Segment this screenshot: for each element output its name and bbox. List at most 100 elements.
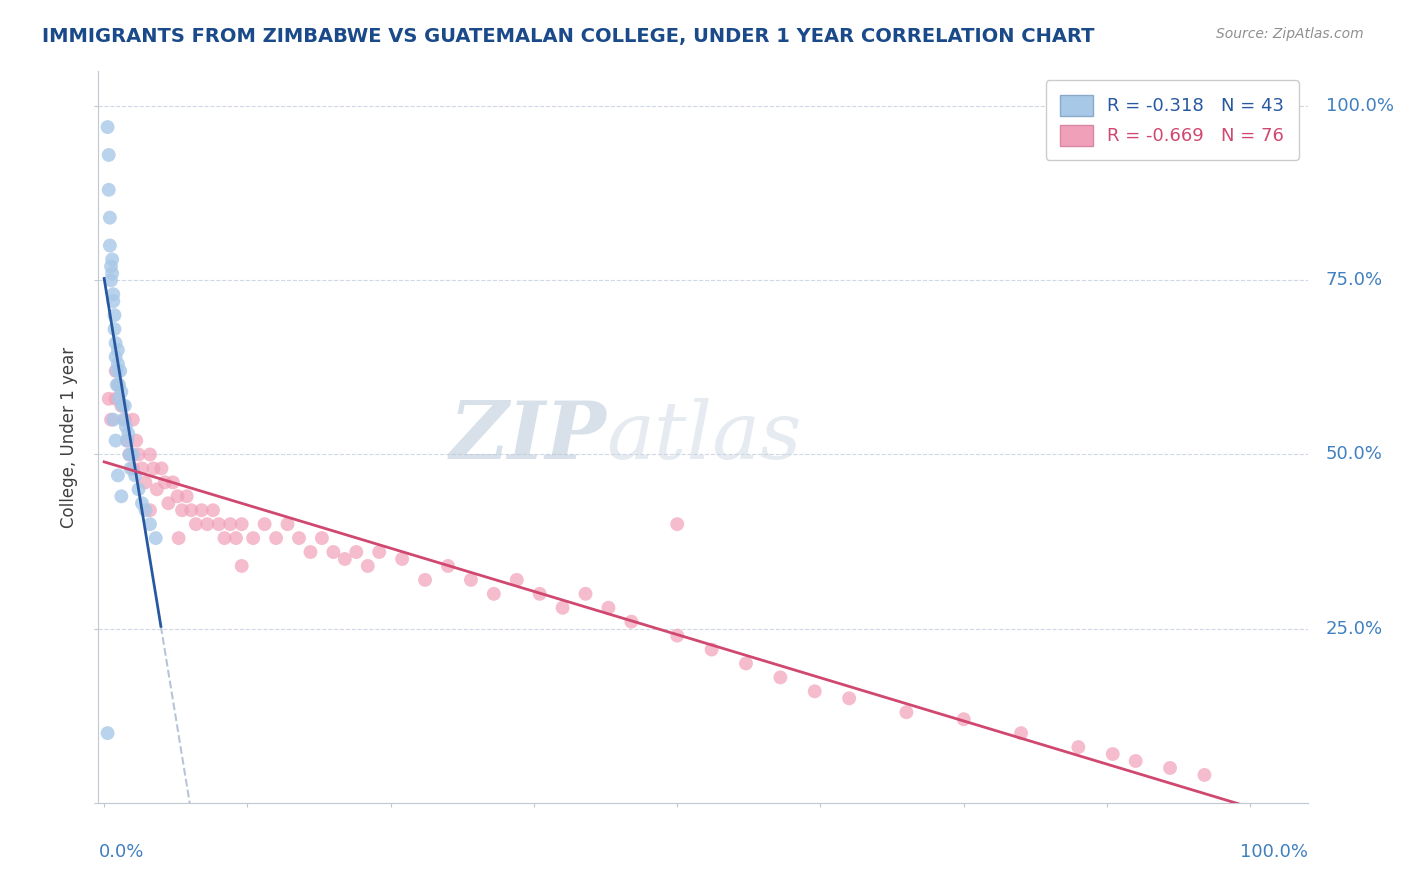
Point	[167, 531, 190, 545]
Point	[333, 552, 356, 566]
Point	[153, 475, 176, 490]
Point	[952, 712, 974, 726]
Point	[231, 558, 253, 573]
Point	[112, 412, 135, 426]
Point	[134, 475, 156, 490]
Point	[103, 287, 125, 301]
Point	[98, 211, 121, 225]
Point	[115, 419, 138, 434]
Point	[105, 364, 128, 378]
Point	[101, 266, 124, 280]
Point	[214, 531, 236, 545]
Point	[700, 642, 723, 657]
Point	[264, 531, 287, 545]
Point	[118, 448, 141, 462]
Point	[104, 350, 127, 364]
Point	[322, 545, 344, 559]
Point	[1159, 761, 1181, 775]
Text: 50.0%: 50.0%	[1326, 445, 1382, 464]
Point	[131, 496, 153, 510]
Point	[100, 273, 122, 287]
Point	[506, 573, 529, 587]
Point	[190, 503, 212, 517]
Text: 25.0%: 25.0%	[1326, 620, 1384, 638]
Point	[104, 364, 127, 378]
Point	[103, 308, 125, 322]
Point	[142, 461, 165, 475]
Point	[157, 496, 180, 510]
Point	[125, 434, 148, 448]
Point	[107, 343, 129, 357]
Point	[117, 426, 139, 441]
Text: 100.0%: 100.0%	[1240, 843, 1308, 861]
Point	[110, 384, 132, 399]
Point	[838, 691, 860, 706]
Point	[145, 531, 167, 545]
Point	[598, 600, 620, 615]
Point	[1125, 754, 1147, 768]
Point	[551, 600, 574, 615]
Point	[620, 615, 643, 629]
Point	[219, 517, 242, 532]
Point	[139, 448, 162, 462]
Point	[391, 552, 413, 566]
Point	[97, 120, 120, 134]
Point	[114, 412, 136, 426]
Point	[277, 517, 299, 532]
Point	[184, 517, 207, 532]
Point	[104, 434, 127, 448]
Point	[100, 260, 122, 274]
Text: 75.0%: 75.0%	[1326, 271, 1384, 289]
Point	[896, 705, 918, 719]
Point	[139, 503, 162, 517]
Point	[107, 468, 129, 483]
Y-axis label: College, Under 1 year: College, Under 1 year	[60, 346, 79, 528]
Text: 100.0%: 100.0%	[1326, 97, 1393, 115]
Point	[1194, 768, 1216, 782]
Point	[100, 412, 122, 426]
Point	[288, 531, 311, 545]
Point	[195, 517, 218, 532]
Point	[437, 558, 460, 573]
Text: 0.0%: 0.0%	[98, 843, 143, 861]
Point	[311, 531, 333, 545]
Point	[118, 448, 141, 462]
Point	[735, 657, 758, 671]
Point	[103, 294, 125, 309]
Point	[529, 587, 551, 601]
Point	[180, 503, 202, 517]
Point	[1101, 747, 1123, 761]
Point	[121, 448, 143, 462]
Point	[108, 364, 131, 378]
Point	[1010, 726, 1032, 740]
Point	[107, 357, 129, 371]
Point	[666, 517, 689, 532]
Point	[97, 392, 120, 406]
Point	[103, 322, 125, 336]
Point	[225, 531, 247, 545]
Point	[101, 252, 124, 267]
Point	[108, 392, 131, 406]
Point	[242, 531, 264, 545]
Text: ZIP: ZIP	[450, 399, 606, 475]
Point	[666, 629, 689, 643]
Point	[482, 587, 505, 601]
Point	[97, 726, 120, 740]
Point	[357, 558, 380, 573]
Point	[162, 475, 184, 490]
Text: Source: ZipAtlas.com: Source: ZipAtlas.com	[1216, 27, 1364, 41]
Point	[115, 434, 138, 448]
Point	[97, 183, 120, 197]
Point	[128, 448, 150, 462]
Point	[134, 503, 156, 517]
Point	[110, 399, 132, 413]
Point	[176, 489, 198, 503]
Point	[253, 517, 276, 532]
Point	[128, 483, 150, 497]
Point	[114, 399, 136, 413]
Point	[97, 148, 120, 162]
Point	[299, 545, 322, 559]
Point	[202, 503, 225, 517]
Point	[103, 412, 125, 426]
Point	[172, 503, 194, 517]
